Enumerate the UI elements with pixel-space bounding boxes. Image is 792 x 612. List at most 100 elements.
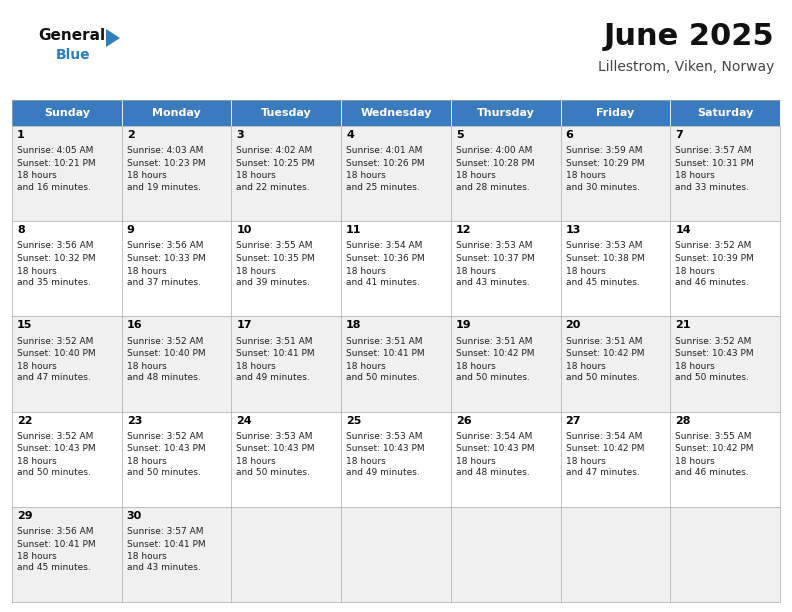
Bar: [341, 126, 451, 221]
Bar: [341, 412, 451, 507]
Text: Sunset: 10:40 PM: Sunset: 10:40 PM: [127, 349, 205, 358]
Bar: [341, 316, 451, 412]
Text: 18 hours
and 39 minutes.: 18 hours and 39 minutes.: [237, 267, 310, 286]
Bar: [12, 221, 122, 316]
Text: Sunset: 10:32 PM: Sunset: 10:32 PM: [17, 254, 96, 263]
Text: Sunrise: 3:56 AM: Sunrise: 3:56 AM: [17, 241, 93, 250]
Text: Sunset: 10:43 PM: Sunset: 10:43 PM: [346, 444, 425, 453]
Bar: [451, 412, 561, 507]
Text: 6: 6: [565, 130, 573, 140]
Text: 7: 7: [676, 130, 683, 140]
Text: Sunset: 10:43 PM: Sunset: 10:43 PM: [676, 349, 754, 358]
Text: 18 hours
and 19 minutes.: 18 hours and 19 minutes.: [127, 171, 200, 192]
Text: Sunrise: 3:59 AM: Sunrise: 3:59 AM: [565, 146, 642, 155]
Text: Sunset: 10:41 PM: Sunset: 10:41 PM: [17, 540, 96, 548]
Text: 18 hours
and 50 minutes.: 18 hours and 50 minutes.: [565, 362, 639, 382]
Text: 14: 14: [676, 225, 691, 235]
Text: 18 hours
and 50 minutes.: 18 hours and 50 minutes.: [237, 457, 310, 477]
Text: Sunset: 10:42 PM: Sunset: 10:42 PM: [565, 349, 644, 358]
Text: Sunrise: 4:05 AM: Sunrise: 4:05 AM: [17, 146, 93, 155]
Text: 21: 21: [676, 321, 691, 330]
Text: Sunrise: 3:54 AM: Sunrise: 3:54 AM: [346, 241, 422, 250]
Bar: [561, 412, 670, 507]
Text: 18 hours
and 48 minutes.: 18 hours and 48 minutes.: [456, 457, 530, 477]
Bar: [122, 412, 231, 507]
Text: Sunset: 10:39 PM: Sunset: 10:39 PM: [676, 254, 754, 263]
Text: Sunrise: 3:55 AM: Sunrise: 3:55 AM: [676, 431, 752, 441]
Text: Sunset: 10:23 PM: Sunset: 10:23 PM: [127, 159, 205, 168]
Text: Sunrise: 4:00 AM: Sunrise: 4:00 AM: [456, 146, 532, 155]
Text: Sunset: 10:26 PM: Sunset: 10:26 PM: [346, 159, 425, 168]
Text: Sunrise: 3:53 AM: Sunrise: 3:53 AM: [565, 241, 642, 250]
Text: 28: 28: [676, 416, 691, 425]
Text: Sunrise: 3:54 AM: Sunrise: 3:54 AM: [565, 431, 642, 441]
Text: 19: 19: [456, 321, 471, 330]
Text: 18 hours
and 49 minutes.: 18 hours and 49 minutes.: [237, 362, 310, 382]
Text: Sunrise: 3:52 AM: Sunrise: 3:52 AM: [17, 431, 93, 441]
Bar: [451, 316, 561, 412]
Text: Monday: Monday: [152, 108, 201, 118]
Text: 15: 15: [17, 321, 32, 330]
Bar: [670, 507, 780, 602]
Bar: [122, 221, 231, 316]
Bar: [670, 412, 780, 507]
Text: 4: 4: [346, 130, 354, 140]
Bar: [231, 126, 341, 221]
Polygon shape: [106, 29, 120, 47]
Text: Sunrise: 3:52 AM: Sunrise: 3:52 AM: [17, 337, 93, 346]
Bar: [12, 100, 122, 126]
Text: Sunrise: 3:57 AM: Sunrise: 3:57 AM: [127, 527, 204, 536]
Text: 17: 17: [237, 321, 252, 330]
Text: Sunrise: 3:54 AM: Sunrise: 3:54 AM: [456, 431, 532, 441]
Text: Sunrise: 3:52 AM: Sunrise: 3:52 AM: [127, 337, 203, 346]
Text: 18: 18: [346, 321, 362, 330]
Text: 18 hours
and 33 minutes.: 18 hours and 33 minutes.: [676, 171, 749, 192]
Text: 9: 9: [127, 225, 135, 235]
Text: Sunrise: 3:55 AM: Sunrise: 3:55 AM: [237, 241, 313, 250]
Text: Sunset: 10:43 PM: Sunset: 10:43 PM: [456, 444, 535, 453]
Text: 18 hours
and 47 minutes.: 18 hours and 47 minutes.: [17, 362, 91, 382]
Bar: [12, 507, 122, 602]
Text: 10: 10: [237, 225, 252, 235]
Text: Friday: Friday: [596, 108, 634, 118]
Bar: [670, 126, 780, 221]
Text: Sunrise: 3:56 AM: Sunrise: 3:56 AM: [17, 527, 93, 536]
Text: Sunset: 10:42 PM: Sunset: 10:42 PM: [565, 444, 644, 453]
Text: Wednesday: Wednesday: [360, 108, 432, 118]
Text: Sunrise: 4:01 AM: Sunrise: 4:01 AM: [346, 146, 422, 155]
Text: 18 hours
and 46 minutes.: 18 hours and 46 minutes.: [676, 457, 749, 477]
Bar: [231, 412, 341, 507]
Text: Sunrise: 3:51 AM: Sunrise: 3:51 AM: [346, 337, 423, 346]
Bar: [231, 316, 341, 412]
Text: 18 hours
and 30 minutes.: 18 hours and 30 minutes.: [565, 171, 639, 192]
Text: Sunset: 10:21 PM: Sunset: 10:21 PM: [17, 159, 96, 168]
Text: 13: 13: [565, 225, 581, 235]
Text: Sunset: 10:33 PM: Sunset: 10:33 PM: [127, 254, 205, 263]
Text: Sunday: Sunday: [44, 108, 89, 118]
Text: Thursday: Thursday: [477, 108, 535, 118]
Bar: [122, 126, 231, 221]
Text: Sunrise: 4:03 AM: Sunrise: 4:03 AM: [127, 146, 203, 155]
Text: 18 hours
and 45 minutes.: 18 hours and 45 minutes.: [565, 267, 639, 286]
Bar: [122, 316, 231, 412]
Text: Sunset: 10:28 PM: Sunset: 10:28 PM: [456, 159, 535, 168]
Text: 18 hours
and 43 minutes.: 18 hours and 43 minutes.: [127, 552, 200, 572]
Bar: [231, 507, 341, 602]
Text: Sunset: 10:35 PM: Sunset: 10:35 PM: [237, 254, 315, 263]
Text: 1: 1: [17, 130, 25, 140]
Text: 24: 24: [237, 416, 252, 425]
Text: 18 hours
and 50 minutes.: 18 hours and 50 minutes.: [346, 362, 420, 382]
Text: Sunset: 10:41 PM: Sunset: 10:41 PM: [346, 349, 425, 358]
Text: Sunset: 10:40 PM: Sunset: 10:40 PM: [17, 349, 96, 358]
Text: Sunrise: 3:53 AM: Sunrise: 3:53 AM: [456, 241, 532, 250]
Text: 18 hours
and 50 minutes.: 18 hours and 50 minutes.: [456, 362, 530, 382]
Text: 18 hours
and 25 minutes.: 18 hours and 25 minutes.: [346, 171, 420, 192]
Text: Sunrise: 3:51 AM: Sunrise: 3:51 AM: [456, 337, 532, 346]
Text: Sunrise: 3:57 AM: Sunrise: 3:57 AM: [676, 146, 752, 155]
Text: 27: 27: [565, 416, 581, 425]
Text: Sunrise: 3:52 AM: Sunrise: 3:52 AM: [676, 241, 752, 250]
Text: Sunset: 10:37 PM: Sunset: 10:37 PM: [456, 254, 535, 263]
Bar: [12, 412, 122, 507]
Bar: [451, 221, 561, 316]
Bar: [561, 126, 670, 221]
